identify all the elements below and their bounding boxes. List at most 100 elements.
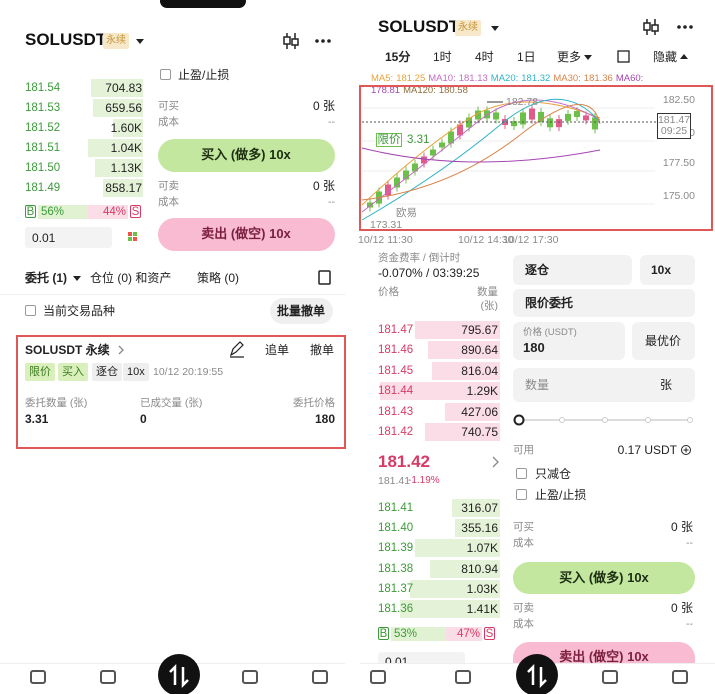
timeframe[interactable]: 1日: [517, 50, 536, 64]
depth-bar: [428, 341, 500, 360]
field-value: 180: [314, 412, 335, 426]
ask-qty: 740.75: [461, 425, 498, 439]
ma-name: MA10:: [428, 73, 456, 84]
trade-nav-button[interactable]: [516, 654, 558, 694]
candle-body: [493, 112, 499, 120]
depth-bar: [425, 423, 500, 441]
depth-bar: [400, 600, 500, 618]
margin-select[interactable]: [513, 255, 632, 285]
bid-price: 181.40: [378, 522, 414, 535]
price-axis-label: 175.00: [662, 190, 695, 202]
checkbox[interactable]: [160, 69, 171, 80]
hide-button[interactable]: 隐藏: [653, 50, 678, 64]
best-price-button[interactable]: [632, 322, 695, 360]
precision: 0.01: [32, 231, 56, 245]
filter-label: 当前交易品种: [43, 304, 116, 318]
bid-price: 181.37: [378, 582, 414, 595]
ma-line: [361, 101, 601, 206]
buy-button-label[interactable]: 买入 (做多) 10x: [201, 147, 291, 162]
leverage[interactable]: 10x: [651, 263, 672, 277]
candle-body: [511, 121, 517, 127]
nav-icon[interactable]: [455, 670, 471, 684]
order-type-select[interactable]: [513, 289, 695, 317]
nav-icon[interactable]: [242, 670, 258, 684]
leverage-select[interactable]: [640, 255, 695, 285]
best-price-label[interactable]: 最优价: [644, 334, 682, 348]
order-type[interactable]: 限价委托: [525, 296, 574, 310]
nav-icon[interactable]: [100, 670, 116, 684]
cost-label: 成本: [513, 537, 534, 549]
depth-bar: [455, 519, 500, 538]
can-sell: 0 张: [670, 601, 693, 615]
qty-input[interactable]: [513, 368, 695, 402]
last-price: 181.42: [378, 452, 430, 471]
batch-cancel-button[interactable]: [270, 298, 333, 324]
checkbox[interactable]: [25, 305, 36, 316]
chart-icon: [291, 38, 299, 46]
nav-icon[interactable]: [672, 670, 688, 684]
field-value: 3.31: [25, 412, 49, 426]
depth-bar: [415, 539, 500, 558]
depth-bar: [88, 139, 143, 157]
timeframe[interactable]: 更多: [557, 50, 582, 64]
batch-cancel-label[interactable]: 批量撤单: [276, 304, 326, 318]
sell-button-label[interactable]: 卖出 (做空) 10x: [559, 649, 649, 664]
candle-body: [412, 163, 418, 172]
time-axis-label: 10/12 11:30: [358, 234, 413, 246]
nav-icon[interactable]: [30, 670, 46, 684]
order-symbol[interactable]: SOLUSDT 永续: [25, 343, 110, 357]
bid-qty: 858.17: [105, 181, 142, 195]
buy-button[interactable]: [158, 139, 335, 172]
sell-button[interactable]: [158, 218, 335, 251]
candle-body: [538, 111, 544, 122]
chart-icon: [283, 36, 291, 45]
qty-unit: (张): [480, 300, 499, 312]
nav-icon[interactable]: [370, 670, 386, 684]
candle-body: [502, 119, 508, 126]
bid-price: 181.49: [25, 182, 61, 194]
more-icon: [321, 39, 325, 43]
buy-button[interactable]: [513, 562, 695, 594]
timeframe[interactable]: 4时: [475, 50, 494, 64]
bid-qty: 316.07: [461, 501, 498, 515]
bid-price: 181.50: [25, 162, 61, 174]
ask-price: 181.45: [378, 364, 414, 377]
sell-ratio: 47%: [456, 628, 480, 640]
candle-body: [583, 115, 589, 121]
order-tag: 限价: [25, 363, 55, 381]
slider-step: [559, 417, 565, 423]
price-axis-label: 182.50: [662, 94, 695, 106]
checkbox[interactable]: [516, 468, 527, 479]
buy-ratio-bar: [38, 205, 88, 219]
candle-body: [394, 177, 400, 188]
bid-price: 181.53: [25, 102, 61, 114]
sell-ratio-bar: [88, 205, 128, 219]
nav-icon[interactable]: [312, 670, 328, 684]
timeframe[interactable]: 15分: [385, 50, 411, 64]
tab[interactable]: 委托 (1): [25, 271, 68, 285]
ask-qty: 795.67: [461, 323, 498, 337]
cancel-button[interactable]: 撤单: [310, 343, 335, 357]
timeframe[interactable]: 1时: [433, 50, 452, 64]
tab[interactable]: 策略 (0): [197, 271, 240, 285]
change: -1.19%: [408, 475, 440, 486]
sell-label: S: [131, 206, 140, 218]
ma-value: 181.13: [458, 73, 488, 84]
sell-button-label[interactable]: 卖出 (做空) 10x: [201, 226, 291, 241]
sell-badge: [484, 627, 495, 640]
tab[interactable]: 仓位 (0) 和资产: [90, 271, 172, 285]
depth-bar: [103, 179, 143, 197]
book-mode-icon: [128, 237, 132, 241]
more-icon: [689, 25, 693, 29]
ma-name: MA60:: [615, 73, 644, 84]
nav-icon[interactable]: [602, 670, 618, 684]
checkbox[interactable]: [516, 489, 527, 500]
buy-button-label[interactable]: 买入 (做多) 10x: [559, 570, 649, 585]
bid-price: 181.38: [378, 562, 414, 575]
trade-nav-button[interactable]: [158, 654, 200, 694]
price-input[interactable]: [513, 322, 625, 360]
chase-button[interactable]: 追单: [265, 343, 290, 357]
candle-body: [430, 149, 436, 156]
margin-mode[interactable]: 逐仓: [525, 263, 550, 277]
precision-select[interactable]: [25, 227, 112, 248]
